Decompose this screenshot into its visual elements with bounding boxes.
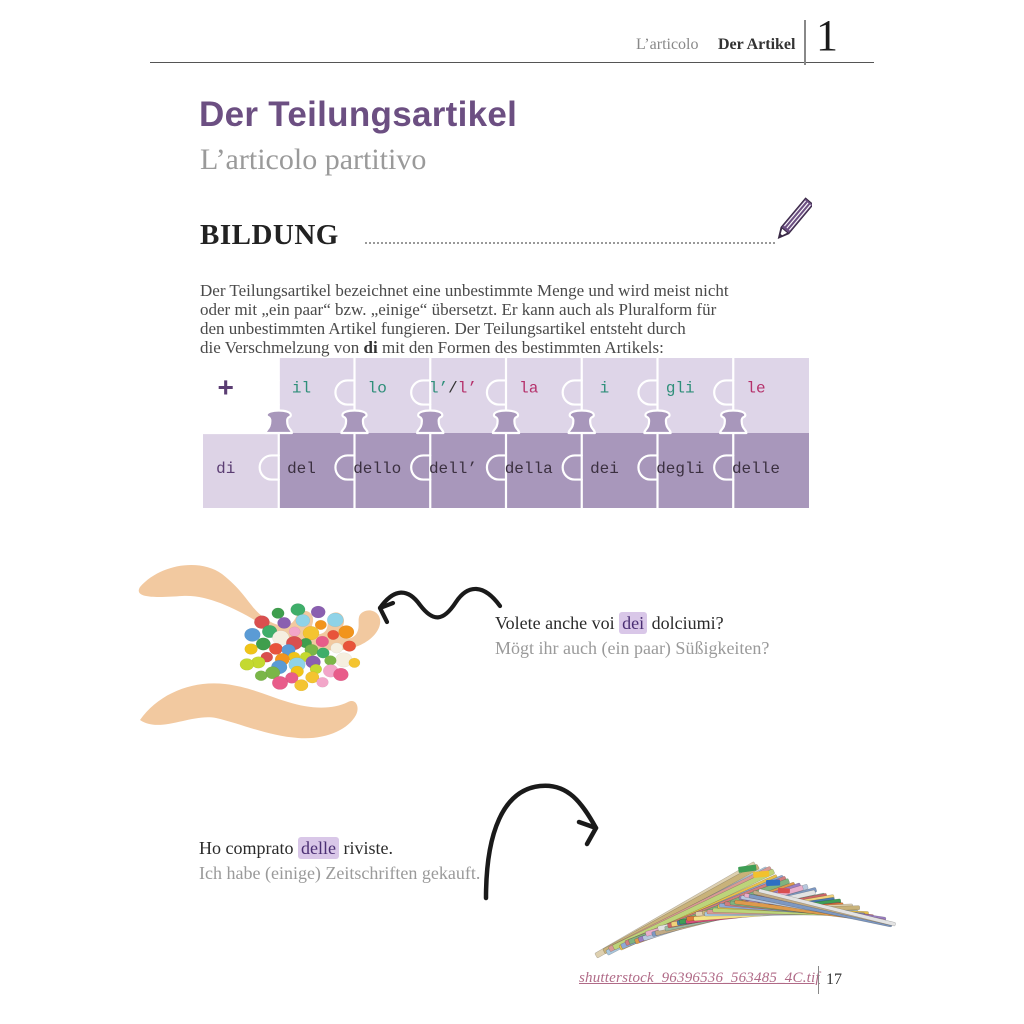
- svg-text:l’/l’: l’/l’: [429, 380, 477, 398]
- svg-text:lo: lo: [368, 380, 387, 398]
- svg-text:di: di: [216, 460, 235, 478]
- svg-text:della: della: [505, 460, 553, 478]
- svg-text:+: +: [218, 372, 234, 403]
- svg-text:il: il: [292, 380, 311, 398]
- svg-text:i: i: [600, 380, 610, 398]
- svg-text:le: le: [746, 380, 765, 398]
- svg-text:delle: delle: [732, 460, 780, 478]
- svg-text:dell’: dell’: [429, 460, 477, 478]
- svg-text:la: la: [519, 380, 539, 398]
- svg-text:gli: gli: [666, 380, 695, 398]
- svg-text:degli: degli: [656, 460, 704, 478]
- svg-text:dei: dei: [590, 460, 619, 478]
- svg-text:dello: dello: [353, 460, 401, 478]
- svg-text:del: del: [287, 460, 316, 478]
